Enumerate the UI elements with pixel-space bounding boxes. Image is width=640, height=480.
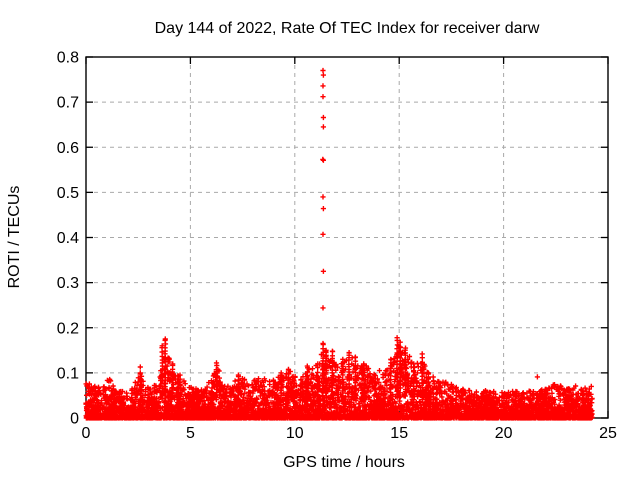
x-tick-label: 10 (286, 425, 304, 442)
y-tick-label: 0.2 (57, 320, 79, 337)
x-axis-label: GPS time / hours (283, 454, 405, 471)
y-tick-label: 0.4 (57, 230, 79, 247)
y-tick-label: 0.8 (57, 50, 79, 67)
y-tick-label: 0.5 (57, 185, 79, 202)
y-tick-label: 0.3 (57, 275, 79, 292)
y-tick-label: 0 (70, 411, 79, 428)
x-tick-label: 20 (495, 425, 513, 442)
x-tick-label: 15 (390, 425, 408, 442)
y-tick-label: 0.7 (57, 95, 79, 112)
x-tick-label: 0 (82, 425, 91, 442)
y-tick-label: 0.6 (57, 140, 79, 157)
y-axis-label: ROTI / TECUs (6, 185, 23, 289)
data-points (83, 67, 595, 421)
x-tick-label: 25 (599, 425, 617, 442)
x-tick-label: 5 (186, 425, 195, 442)
y-tick-label: 0.1 (57, 365, 79, 382)
chart-title: Day 144 of 2022, Rate Of TEC Index for r… (154, 20, 540, 37)
